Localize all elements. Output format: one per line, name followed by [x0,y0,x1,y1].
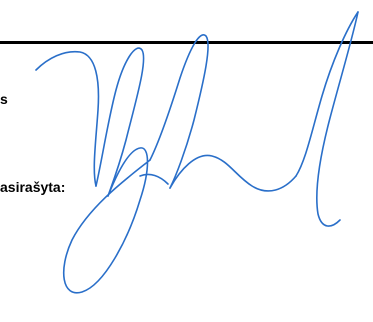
text-fragment-1: s [0,91,8,107]
signature-strokes [35,11,359,294]
text-fragment-2: asirašyta: [0,179,66,195]
horizontal-rule [0,41,373,44]
